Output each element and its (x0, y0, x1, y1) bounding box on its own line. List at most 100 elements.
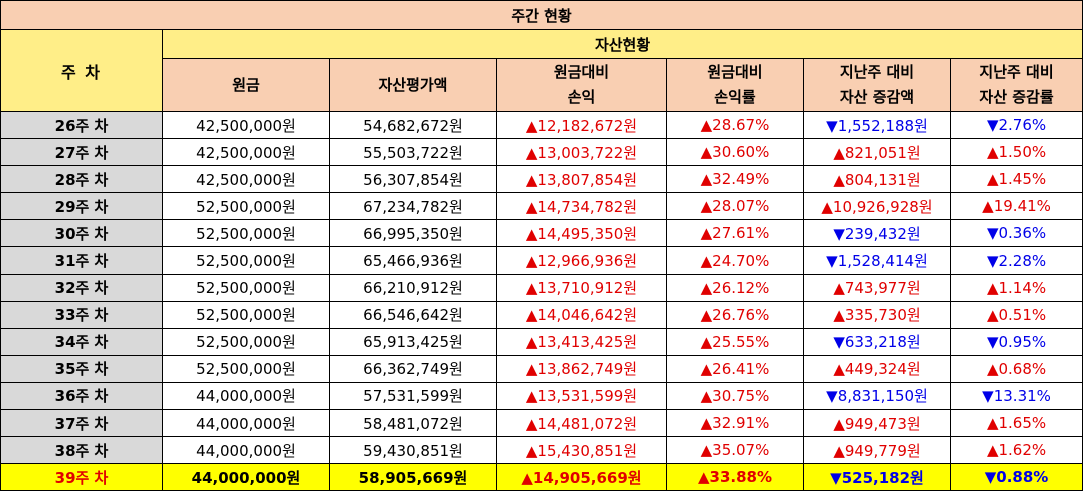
profit-loss-cell: ▲13,807,854원 (496, 165, 667, 194)
weekly-change-rate-cell: ▼0.36% (949, 219, 1083, 248)
table-row: 28주 차 42,500,000원 56,307,854원 ▲13,807,854원 ▲… (0, 165, 1083, 194)
table-row-highlighted: 39주 차 44,000,000원 58,905,669원 ▲14,905,669원 ▲… (0, 463, 1083, 492)
table-row: 36주 차 44,000,000원 57,531,599원 ▲13,531,599원 ▲… (0, 381, 1083, 411)
profit-rate-cell: ▲28.67% (666, 110, 804, 140)
profit-loss-cell: ▲14,481,072원 (496, 409, 667, 438)
profit-loss-cell: ▲12,182,672원 (496, 110, 667, 140)
table-row: 30주 차 52,500,000원 66,995,350원 ▲14,495,350원 ▲… (0, 219, 1083, 248)
weekly-change-rate-cell: ▲0.68% (949, 354, 1083, 383)
profit-loss-cell: ▲13,862,749원 (496, 354, 667, 383)
weekly-change-rate-cell: ▲1.65% (949, 409, 1083, 438)
weekly-change-cell: ▲949,473원 (803, 409, 951, 438)
profit-rate-cell: ▲26.12% (666, 273, 804, 302)
weekly-change-cell: ▲821,051원 (803, 138, 951, 167)
weekly-change-cell: ▲335,730원 (803, 300, 951, 329)
week-cell: 35주 차 (0, 354, 163, 383)
profit-loss-cell: ▲13,531,599원 (496, 381, 667, 411)
week-column-header: 주 차 (0, 29, 163, 112)
profit-rate-cell: ▲30.75% (666, 381, 804, 411)
table-row: 38주 차 44,000,000원 59,430,851원 ▲15,430,851원 ▲… (0, 436, 1083, 465)
header-line: 자산 증감액 (839, 88, 915, 106)
principal-cell: 42,500,000원 (162, 138, 330, 167)
week-cell: 38주 차 (0, 436, 163, 465)
asset-value-cell: 58,481,072원 (329, 409, 497, 438)
weekly-change-rate-cell: ▲19.41% (949, 192, 1083, 221)
title-row: 주간 현황 (0, 0, 1083, 30)
table-row: 32주 차 52,500,000원 66,210,912원 ▲13,710,912원 ▲… (0, 273, 1083, 302)
weekly-change-rate-cell: ▼2.28% (949, 246, 1083, 275)
principal-cell: 52,500,000원 (162, 273, 330, 302)
asset-value-cell: 66,362,749원 (329, 354, 497, 383)
asset-value-cell: 55,503,722원 (329, 138, 497, 167)
profit-rate-cell: ▲27.61% (666, 219, 804, 248)
week-cell: 30주 차 (0, 219, 163, 248)
asset-value-cell: 54,682,672원 (329, 110, 497, 140)
week-cell: 36주 차 (0, 381, 163, 411)
week-cell: 28주 차 (0, 165, 163, 194)
weekly-change-rate-cell: ▼0.95% (949, 327, 1083, 356)
weekly-change-cell: ▼239,432원 (803, 219, 951, 248)
header-line: 원금대비 (553, 63, 610, 81)
table-row: 26주 차 42,500,000원 54,682,672원 ▲12,182,672원 ▲… (0, 110, 1083, 140)
profit-loss-cell: ▲13,003,722원 (496, 138, 667, 167)
asset-value-cell: 65,913,425원 (329, 327, 497, 356)
table-row: 37주 차 44,000,000원 58,481,072원 ▲14,481,072원 ▲… (0, 409, 1083, 438)
principal-cell: 52,500,000원 (162, 300, 330, 329)
weekly-change-rate-cell: ▼13.31% (949, 381, 1083, 411)
principal-cell: 52,500,000원 (162, 219, 330, 248)
week-cell: 31주 차 (0, 246, 163, 275)
profit-rate-cell: ▲24.70% (666, 246, 804, 275)
principal-cell: 44,000,000원 (162, 381, 330, 411)
weekly-change-rate-cell: ▲0.51% (949, 300, 1083, 329)
table-row: 33주 차 52,500,000원 66,546,642원 ▲14,046,642원 ▲… (0, 300, 1083, 329)
week-cell: 29주 차 (0, 192, 163, 221)
weekly-change-cell: ▼1,528,414원 (803, 246, 951, 275)
header-line: 자산 증감률 (979, 88, 1054, 106)
weekly-change-rate-cell: ▼2.76% (949, 110, 1083, 140)
profit-loss-cell: ▲15,430,851원 (496, 436, 667, 465)
principal-cell: 52,500,000원 (162, 327, 330, 356)
header-line: 원금대비 (707, 63, 763, 81)
principal-cell: 52,500,000원 (162, 354, 330, 383)
principal-cell: 52,500,000원 (162, 192, 330, 221)
principal-cell: 44,000,000원 (162, 436, 330, 465)
principal-cell: 44,000,000원 (162, 409, 330, 438)
table-row: 31주 차 52,500,000원 65,466,936원 ▲12,966,936원 ▲… (0, 246, 1083, 275)
asset-value-cell: 66,210,912원 (329, 273, 497, 302)
weekly-change-cell: ▼525,182원 (803, 463, 951, 492)
header-line: 지난주 대비 (979, 63, 1054, 81)
profit-loss-cell: ▲14,495,350원 (496, 219, 667, 248)
weekly-change-rate-cell: ▲1.50% (949, 138, 1083, 167)
asset-value-cell: 59,430,851원 (329, 436, 497, 465)
principal-cell: 52,500,000원 (162, 246, 330, 275)
weekly-change-cell: ▲449,324원 (803, 354, 951, 383)
header-line: 손익률 (714, 88, 756, 106)
asset-value-cell: 66,546,642원 (329, 300, 497, 329)
principal-cell: 44,000,000원 (162, 463, 330, 492)
asset-value-column-header: 자산평가액 (329, 58, 497, 112)
weekly-change-cell: ▼8,831,150원 (803, 381, 951, 411)
asset-value-cell: 57,531,599원 (329, 381, 497, 411)
profit-rate-cell: ▲32.49% (666, 165, 804, 194)
weekly-change-rate-cell: ▲1.62% (949, 436, 1083, 465)
week-cell: 34주 차 (0, 327, 163, 356)
profit-rate-cell: ▲30.60% (666, 138, 804, 167)
asset-value-cell: 56,307,854원 (329, 165, 497, 194)
weekly-change-rate-cell: ▼0.88% (949, 463, 1083, 492)
profit-loss-cell: ▲13,710,912원 (496, 273, 667, 302)
weekly-change-column-header: 지난주 대비 자산 증감액 (803, 58, 951, 112)
weekly-change-cell: ▲743,977원 (803, 273, 951, 302)
week-cell: 32주 차 (0, 273, 163, 302)
table-row: 29주 차 52,500,000원 67,234,782원 ▲14,734,782원 ▲… (0, 192, 1083, 221)
week-cell: 27주 차 (0, 138, 163, 167)
table-row: 35주 차 52,500,000원 66,362,749원 ▲13,862,749원 ▲… (0, 354, 1083, 383)
profit-rate-cell: ▲32.91% (666, 409, 804, 438)
table-title: 주간 현황 (0, 0, 1083, 30)
asset-status-header: 자산현황 (161, 29, 1083, 59)
weekly-change-cell: ▲804,131원 (803, 165, 951, 194)
principal-cell: 42,500,000원 (162, 165, 330, 194)
asset-value-cell: 66,995,350원 (329, 219, 497, 248)
week-cell: 26주 차 (0, 110, 163, 140)
